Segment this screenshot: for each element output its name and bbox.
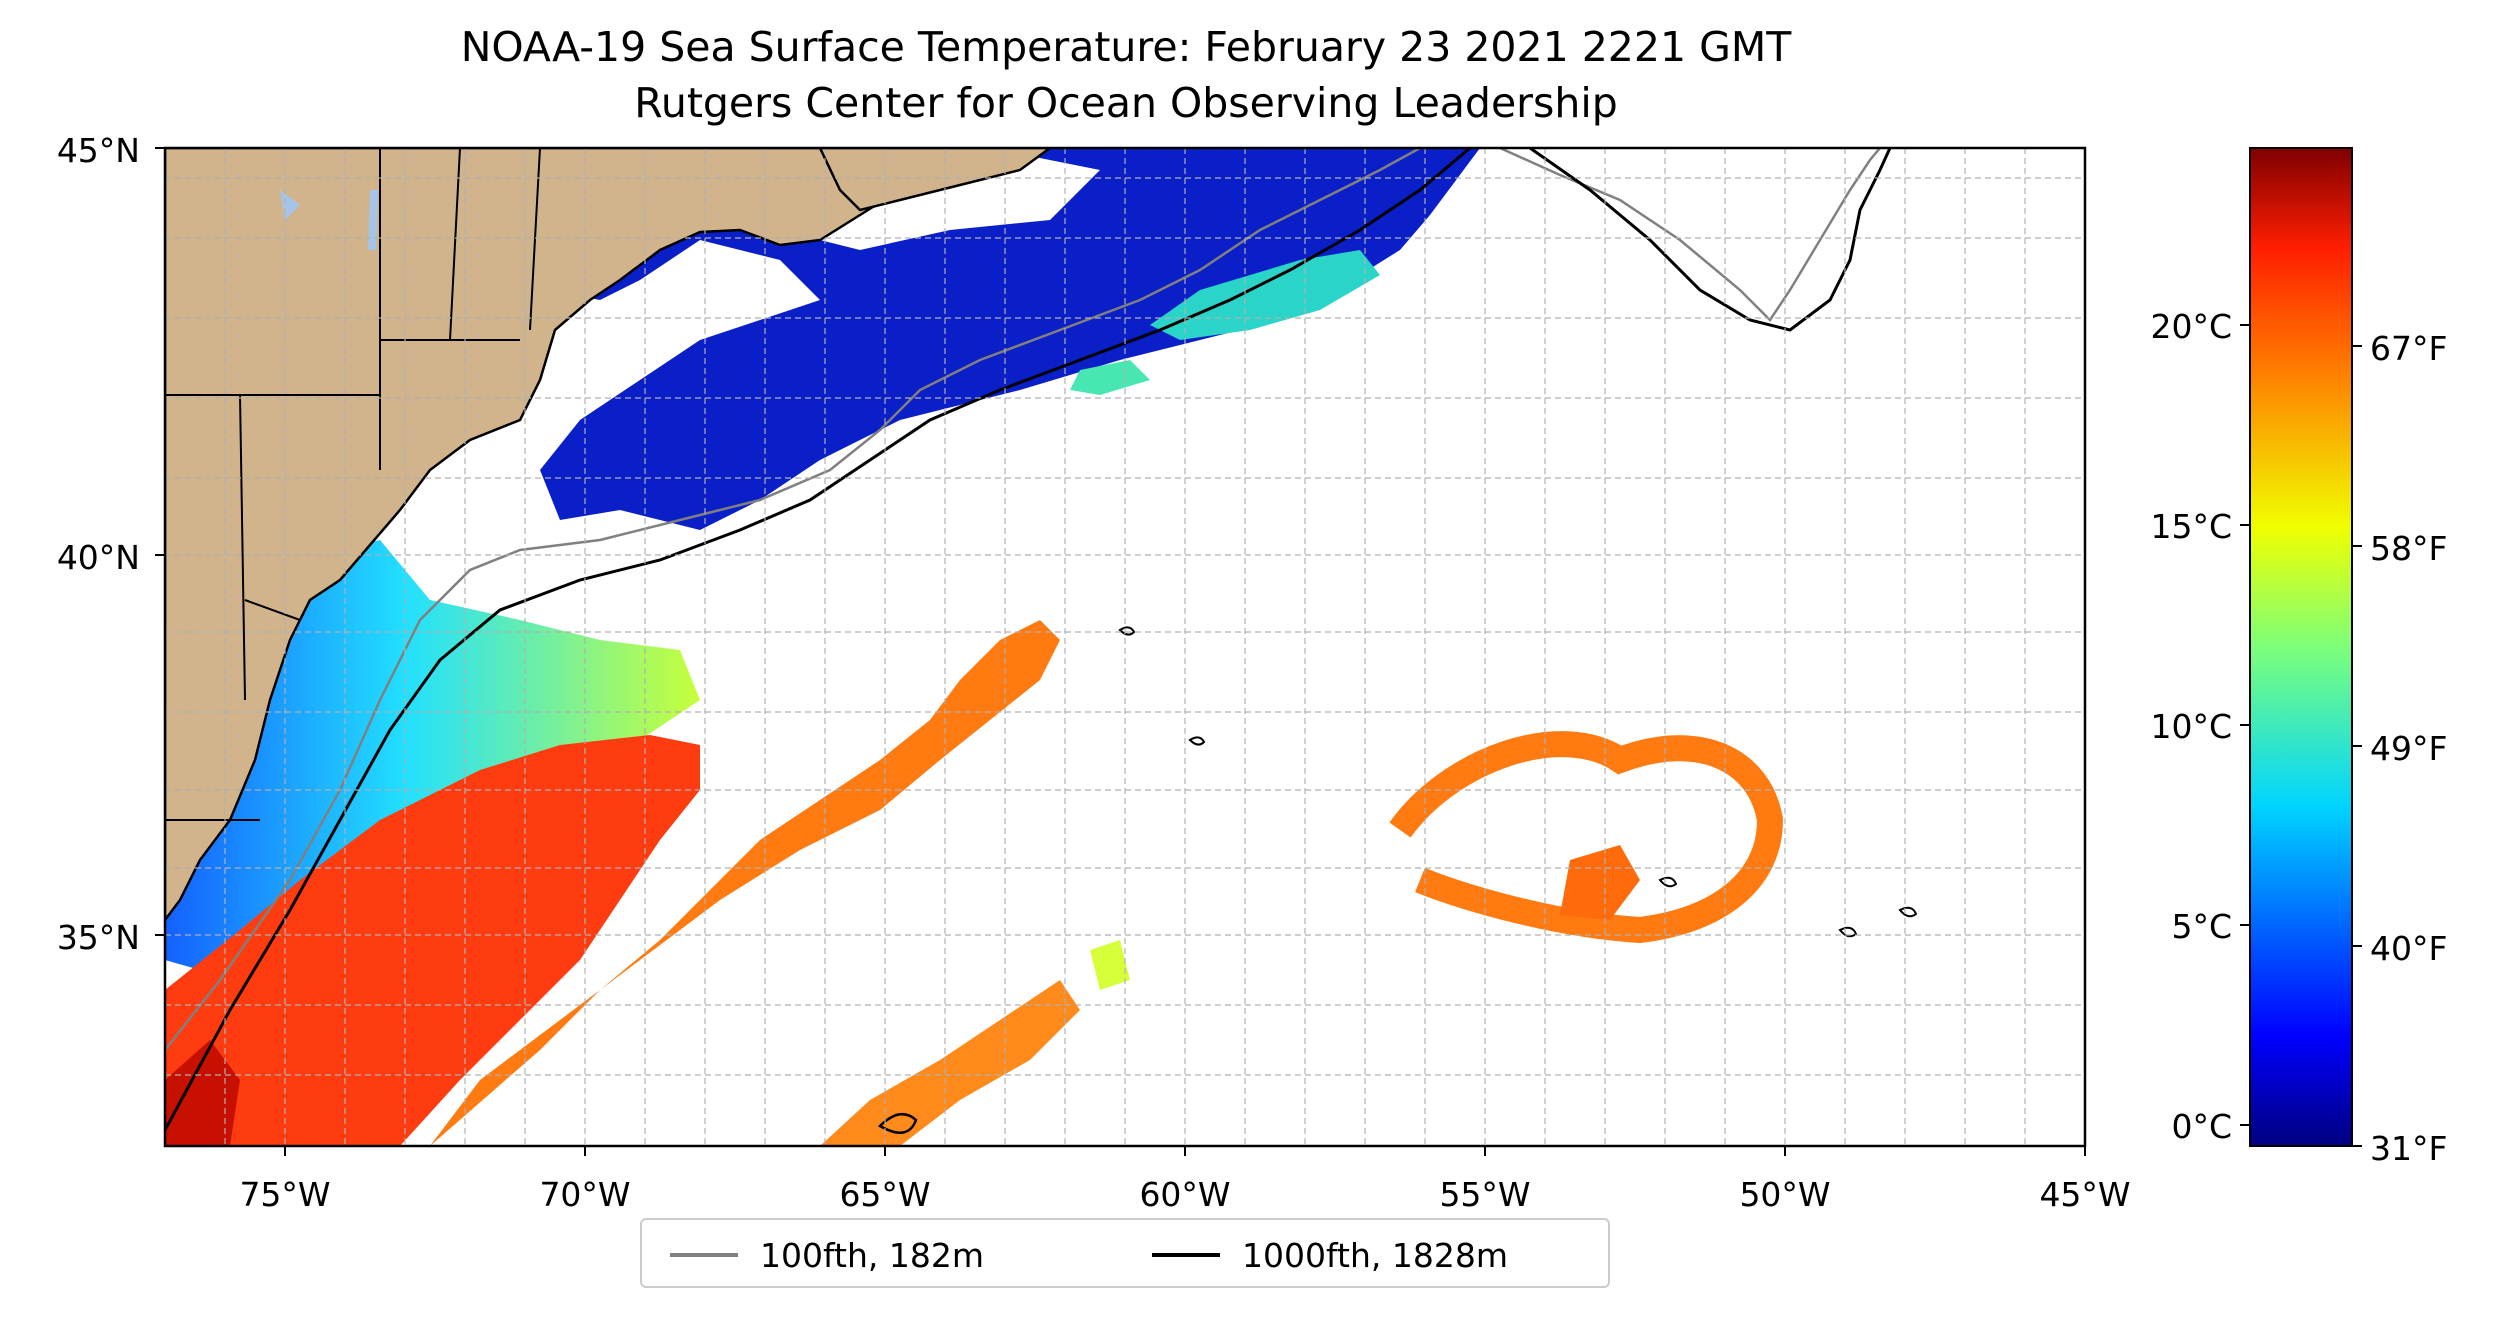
lat-tick-40n: 40°N — [57, 538, 140, 577]
orange-ring-east — [1389, 731, 1784, 944]
bermuda-contour — [877, 1113, 918, 1134]
orange-patch-east — [1560, 845, 1640, 920]
isobath-legend: 100fth, 182m 1000fth, 1828m — [640, 1218, 1610, 1288]
lon-tick-65w: 65°W — [839, 1175, 930, 1214]
orange-eddy-field — [430, 620, 1060, 1146]
orange-patch-2 — [820, 980, 1080, 1146]
colorbar-celsius-ticks — [2240, 324, 2250, 1126]
colorbar — [2249, 147, 2353, 1147]
legend-swatch-1000fth — [1152, 1253, 1220, 1257]
seamount-4 — [1838, 926, 1858, 938]
gridlines — [165, 148, 2085, 1146]
lon-tick-45w: 45°W — [2039, 1175, 2130, 1214]
land — [165, 148, 1053, 923]
canada-land — [818, 148, 1053, 212]
map-title: NOAA-19 Sea Surface Temperature: Februar… — [460, 23, 1792, 71]
warm-water-core — [165, 1040, 240, 1146]
colorbar-fahrenheit-labels: 31°F 40°F 49°F 58°F 67°F — [2370, 329, 2447, 1168]
lon-tick-labels: 75°W 70°W 65°W 60°W 55°W 50°W 45°W — [239, 1175, 2130, 1214]
legend-label-1000fth: 1000fth, 1828m — [1242, 1235, 1508, 1275]
cb-tick-49f: 49°F — [2370, 729, 2447, 768]
cb-tick-15c: 15°C — [2150, 507, 2232, 546]
legend-item-100fth: 100fth, 182m — [670, 1220, 984, 1290]
lon-tick-70w: 70°W — [539, 1175, 630, 1214]
gulf-stream-warm-water — [165, 735, 700, 1146]
cb-tick-20c: 20°C — [2150, 307, 2232, 346]
teal-patch-north-2 — [1070, 360, 1150, 395]
lat-tick-labels: 45°N 40°N 35°N — [57, 131, 140, 957]
lakes — [368, 190, 378, 250]
isobath-100fth — [165, 148, 1881, 1051]
map-frame — [163, 146, 2087, 1148]
legend-item-1000fth: 1000fth, 1828m — [1152, 1220, 1508, 1290]
seamount-2 — [1188, 736, 1206, 746]
lon-axis — [284, 1146, 2086, 1156]
cb-tick-58f: 58°F — [2370, 529, 2447, 568]
cb-tick-40f: 40°F — [2370, 929, 2447, 968]
lon-tick-50w: 50°W — [1739, 1175, 1830, 1214]
lat-axis — [155, 147, 165, 936]
lat-tick-45n: 45°N — [57, 131, 140, 170]
legend-label-100fth: 100fth, 182m — [760, 1235, 984, 1275]
cb-tick-10c: 10°C — [2150, 707, 2232, 746]
legend-swatch-100fth — [670, 1253, 738, 1257]
seamount-5 — [1898, 906, 1918, 918]
lat-tick-35n: 35°N — [57, 918, 140, 957]
colorbar-celsius-labels: 0°C 5°C 10°C 15°C 20°C — [2150, 307, 2232, 1146]
cb-tick-31f: 31°F — [2370, 1129, 2447, 1168]
cb-tick-67f: 67°F — [2370, 329, 2447, 368]
map-subtitle: Rutgers Center for Ocean Observing Leade… — [634, 79, 1618, 127]
cb-tick-5c: 5°C — [2171, 907, 2232, 946]
lon-tick-60w: 60°W — [1139, 1175, 1230, 1214]
yellow-patch — [1090, 940, 1130, 990]
cb-tick-0c: 0°C — [2171, 1107, 2232, 1146]
lon-tick-55w: 55°W — [1439, 1175, 1530, 1214]
lon-tick-75w: 75°W — [239, 1175, 330, 1214]
colorbar-fahrenheit-ticks — [2352, 345, 2362, 1147]
seamount-3 — [1658, 876, 1678, 888]
state-borders — [165, 148, 541, 821]
